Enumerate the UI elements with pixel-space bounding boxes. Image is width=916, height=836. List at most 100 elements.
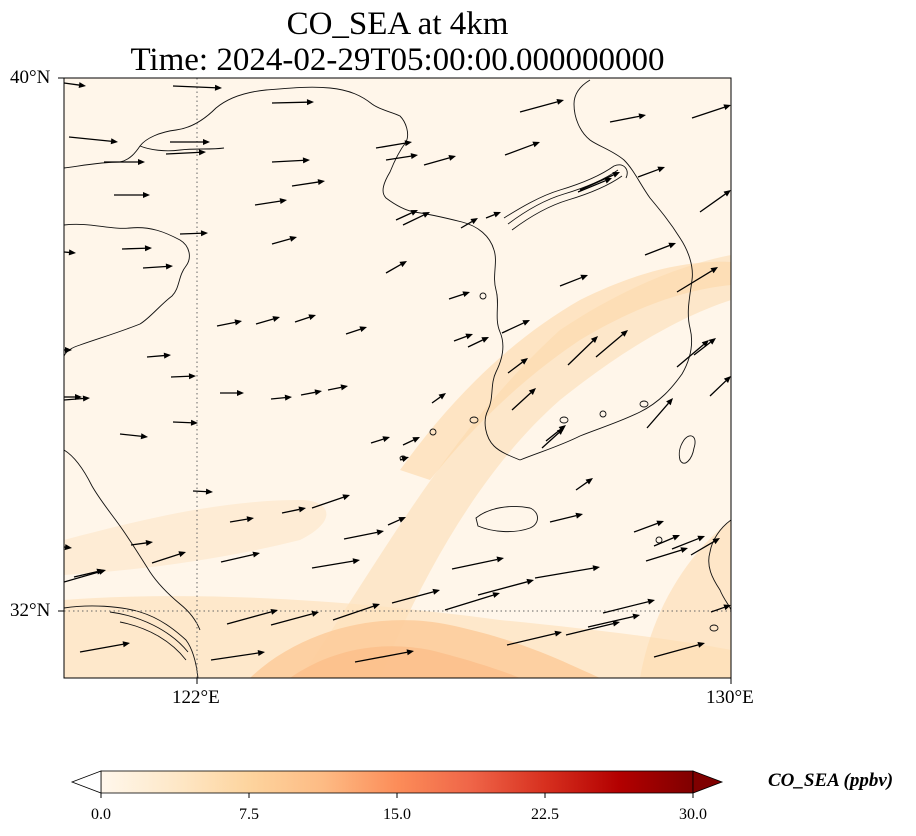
wind-vector [691, 104, 731, 119]
wind-vector [375, 140, 412, 149]
axis-ticks [58, 77, 732, 684]
wind-vector [676, 340, 709, 368]
wind-vector [501, 320, 530, 334]
wind-vector [587, 613, 640, 628]
wind-vector [64, 82, 86, 89]
lon-label-130e: 130°E [706, 687, 754, 708]
wind-vector [402, 212, 430, 226]
map-title: CO_SEA at 4km [286, 6, 509, 42]
coastline [64, 79, 731, 678]
wind-vector [170, 139, 210, 145]
wind-vector [345, 326, 367, 335]
wind-vector [220, 551, 260, 563]
wind-vector [653, 641, 705, 658]
wind-vector [395, 210, 418, 221]
wind-vector [431, 393, 446, 404]
wind-vector [653, 534, 680, 547]
wind-vector [255, 316, 280, 325]
wind-vector [64, 395, 90, 402]
wind-vector [151, 551, 186, 564]
wind-vector [172, 419, 198, 426]
wind-vector [399, 456, 409, 463]
wind-vector [387, 517, 406, 526]
wind-vector [460, 218, 478, 229]
wind-vector [511, 388, 536, 411]
colorbar-tick-label: 15.0 [383, 806, 411, 823]
wind-vector [311, 558, 360, 569]
map-frame [63, 77, 732, 679]
wind-vector [504, 141, 540, 156]
wind-vector [327, 384, 348, 391]
colorbar [70, 770, 724, 798]
wind-vector [385, 153, 418, 161]
wind-vector [121, 245, 152, 252]
wind-vector [579, 172, 620, 191]
wind-vector [595, 330, 628, 358]
wind-vector [300, 389, 322, 396]
wind-vector [254, 198, 287, 206]
map-panel [58, 77, 732, 684]
wind-vector [448, 291, 470, 300]
wind-vector [165, 149, 206, 156]
wind-vector [549, 512, 583, 523]
wind-vector [270, 394, 292, 401]
wind-vector [565, 620, 620, 636]
wind-vector [453, 333, 473, 342]
wind-vector [229, 516, 254, 523]
colorbar-title: CO_SEA (ppbv) [768, 770, 894, 791]
wind-vector [64, 249, 76, 256]
colorbar-extend-max [692, 770, 724, 794]
wind-vector [68, 136, 118, 145]
wind-vector [179, 230, 208, 237]
wind-vector [485, 211, 501, 219]
wind-vector [644, 242, 676, 256]
wind-vector [506, 630, 562, 646]
wind-vector [271, 235, 297, 245]
wind-vector [507, 358, 528, 374]
wind-vector [385, 261, 407, 274]
wind-vector [311, 494, 350, 509]
lon-label-122e: 122°E [172, 687, 220, 708]
wind-vector [559, 274, 588, 287]
wind-vector [270, 610, 319, 626]
wind-vector [343, 529, 384, 540]
wind-vector [646, 398, 673, 429]
wind-vector [519, 98, 564, 113]
wind-vector [602, 598, 655, 614]
wind-vector [709, 376, 731, 397]
wind-vector [690, 538, 720, 556]
gridlines [64, 78, 731, 678]
wind-vector [693, 338, 716, 356]
wind-vector [294, 314, 316, 323]
wind-vector [477, 578, 534, 596]
wind-vector [332, 603, 380, 621]
wind-vector [73, 568, 104, 578]
wind-vector [710, 604, 731, 613]
wind-vector [575, 478, 593, 491]
wind-vector [281, 506, 306, 514]
lat-label-40n: 40°N [10, 67, 51, 88]
wind-vector [676, 267, 718, 293]
wind-vector [114, 192, 150, 198]
colorbar-tick-label: 0.0 [91, 806, 111, 823]
wind-vector [170, 373, 196, 380]
wind-vector [637, 166, 665, 178]
wind-vector [671, 535, 705, 550]
wind-vector [633, 520, 664, 533]
wind-vector [545, 425, 566, 442]
wind-vectors [64, 82, 731, 663]
wind-vector [370, 436, 390, 444]
wind-vector [534, 565, 600, 579]
wind-vector [226, 608, 278, 625]
map-subtitle: Time: 2024-02-29T05:00:00.000000000 [130, 42, 665, 78]
wind-vector [567, 336, 598, 366]
wind-vector [577, 177, 612, 193]
wind-vector [354, 649, 414, 663]
wind-vector [192, 488, 213, 495]
wind-vector [104, 159, 145, 165]
wind-vector [79, 641, 130, 653]
wind-vector [271, 157, 310, 164]
wind-vector [220, 390, 244, 396]
wind-vector [645, 547, 688, 562]
wind-vector [130, 539, 153, 546]
